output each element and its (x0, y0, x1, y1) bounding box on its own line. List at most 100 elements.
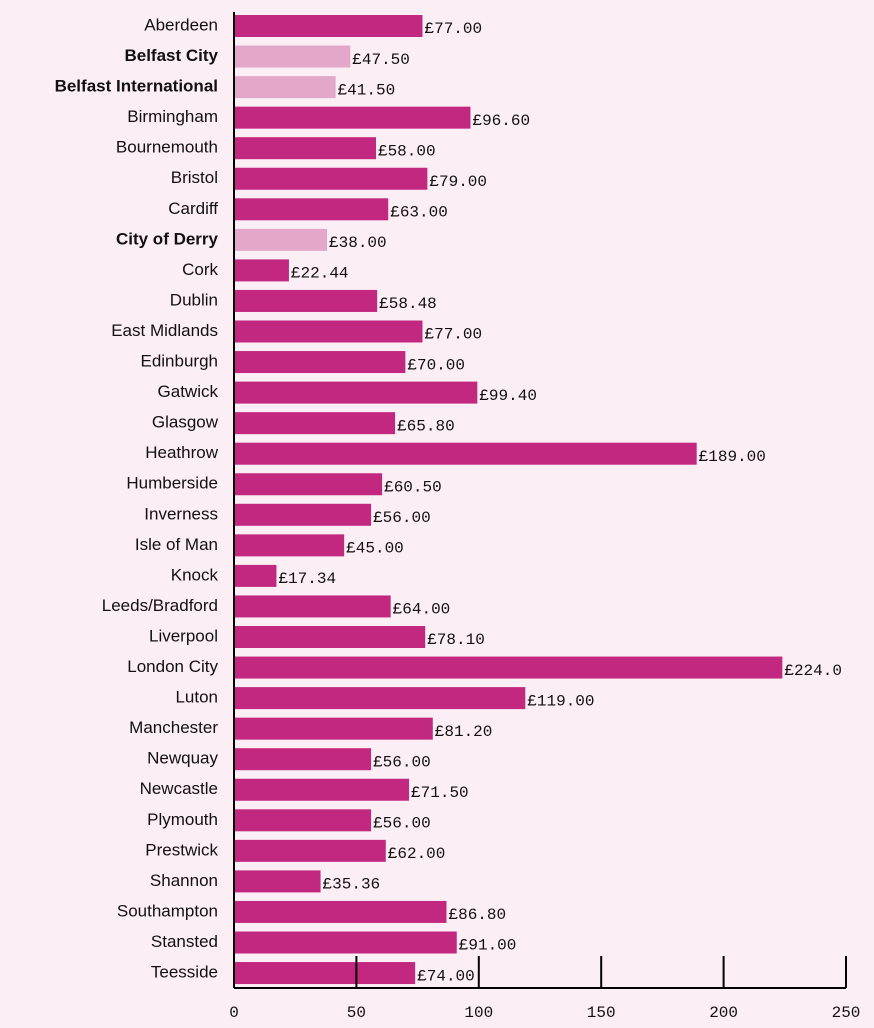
value-label: £224.0 (784, 662, 842, 680)
value-label: £60.50 (384, 478, 442, 496)
category-label: Newquay (147, 749, 218, 768)
bar (234, 809, 372, 832)
category-label: Inverness (144, 504, 218, 523)
x-tick-label: 200 (709, 1004, 738, 1022)
bar (234, 778, 410, 801)
bar (234, 473, 383, 496)
category-label: Cardiff (168, 199, 218, 218)
bar (234, 900, 447, 923)
value-label: £86.80 (448, 906, 506, 924)
x-tick-label: 250 (832, 1004, 861, 1022)
category-label: Bournemouth (116, 138, 218, 157)
category-label: Leeds/Bradford (102, 596, 218, 615)
bar (234, 626, 426, 648)
value-label: £63.00 (390, 204, 448, 222)
bar (234, 320, 423, 343)
category-label: Aberdeen (144, 15, 218, 34)
value-label: £58.48 (379, 295, 437, 313)
bar (234, 198, 389, 221)
category-label: Dublin (170, 290, 218, 309)
category-label: City of Derry (116, 229, 219, 248)
value-label: £22.44 (291, 265, 349, 283)
value-label: £41.50 (338, 81, 396, 99)
category-label: Stansted (151, 932, 218, 951)
bar (234, 259, 289, 282)
bar (234, 503, 372, 526)
category-label: Glasgow (152, 413, 219, 432)
bar (234, 931, 457, 954)
bar (234, 167, 428, 190)
value-label: £74.00 (417, 967, 475, 985)
value-label: £47.50 (352, 51, 410, 69)
bar (234, 595, 391, 618)
x-tick-label: 100 (464, 1004, 493, 1022)
bar (234, 351, 406, 374)
bar (234, 289, 378, 312)
value-label: £64.00 (393, 601, 451, 619)
value-label: £62.00 (388, 845, 446, 863)
value-label: £70.00 (407, 356, 465, 374)
value-label: £99.40 (479, 387, 537, 405)
value-label: £77.00 (424, 20, 482, 38)
x-tick-label: 50 (347, 1004, 366, 1022)
value-label: £17.34 (278, 570, 336, 588)
category-label: Birmingham (127, 107, 218, 126)
bar (234, 656, 783, 679)
value-label: £81.20 (435, 723, 493, 741)
value-label: £79.00 (429, 173, 487, 191)
value-label: £45.00 (346, 540, 404, 558)
category-label: Bristol (171, 168, 218, 187)
bar (234, 137, 376, 160)
value-label: £56.00 (373, 815, 431, 833)
value-label: £56.00 (373, 509, 431, 527)
value-label: £78.10 (427, 631, 485, 649)
bar (234, 870, 321, 893)
category-label: Newcastle (140, 779, 218, 798)
category-label: Teesside (151, 963, 218, 982)
category-label: Belfast International (55, 77, 218, 96)
bar (234, 839, 386, 862)
bar (234, 45, 351, 68)
bar (234, 228, 328, 251)
category-label: Prestwick (145, 840, 218, 859)
bar (234, 687, 526, 710)
category-label: Manchester (129, 718, 218, 737)
bar (234, 76, 336, 99)
bar (234, 381, 478, 404)
value-label: £58.00 (378, 142, 436, 160)
category-label: East Midlands (111, 321, 218, 340)
category-label: London City (127, 657, 218, 676)
value-label: £38.00 (329, 234, 387, 252)
category-label: Southampton (117, 901, 218, 920)
category-label: Knock (171, 565, 219, 584)
value-label: £189.00 (699, 448, 766, 466)
value-label: £119.00 (527, 692, 594, 710)
bar (234, 15, 423, 37)
bar (234, 106, 471, 129)
category-label: Gatwick (158, 382, 219, 401)
category-label: Liverpool (149, 626, 218, 645)
category-label: Plymouth (147, 810, 218, 829)
x-tick-label: 150 (587, 1004, 616, 1022)
bar (234, 717, 433, 740)
value-label: £77.00 (424, 326, 482, 344)
bar (234, 442, 697, 465)
category-label: Isle of Man (135, 535, 218, 554)
bar (234, 748, 372, 771)
value-label: £71.50 (411, 784, 469, 802)
value-label: £56.00 (373, 753, 431, 771)
category-label: Heathrow (145, 443, 218, 462)
category-label: Shannon (150, 871, 218, 890)
x-tick-label: 0 (229, 1004, 239, 1022)
bar (234, 564, 277, 587)
category-label: Luton (175, 688, 218, 707)
value-label: £96.60 (472, 112, 530, 130)
value-label: £91.00 (459, 937, 517, 955)
bar (234, 412, 396, 435)
category-label: Humberside (126, 474, 218, 493)
bar (234, 534, 345, 557)
bar (234, 962, 416, 985)
